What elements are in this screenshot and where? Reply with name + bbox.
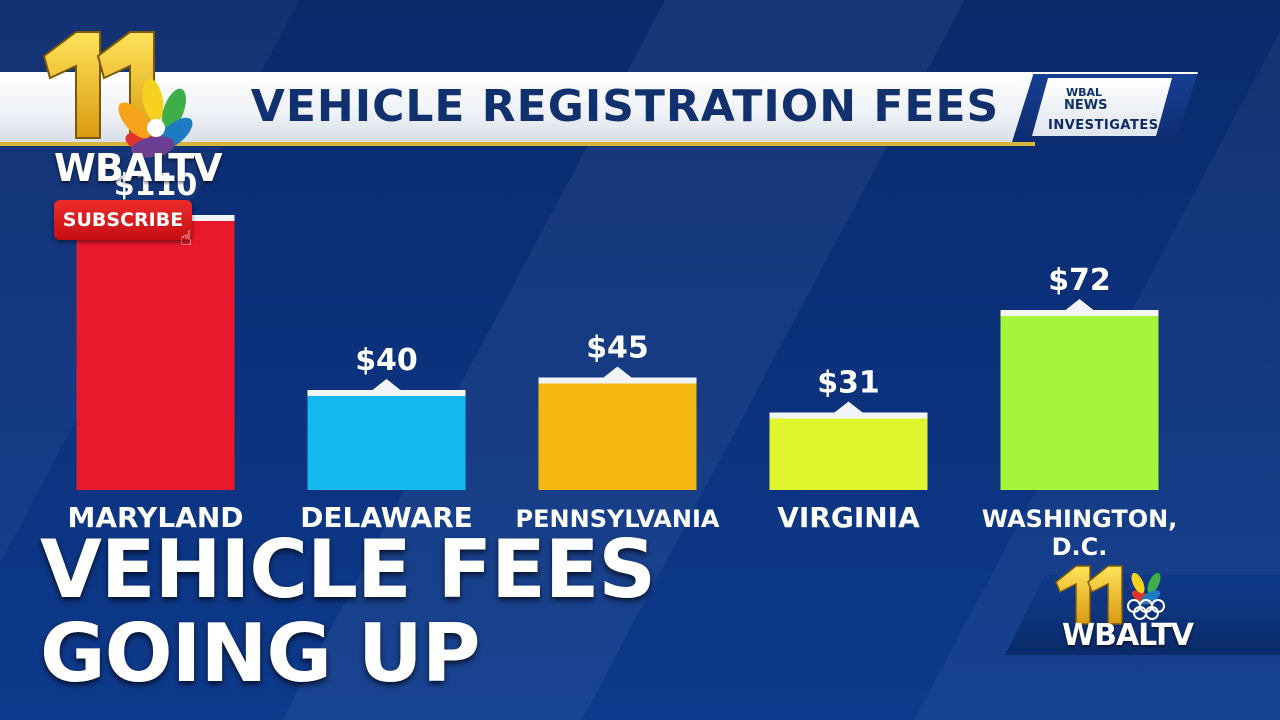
category-label: WASHINGTON, [982,505,1178,533]
category-label: VIRGINIA [777,501,920,534]
investigates-badge-panel [1032,78,1172,136]
bar [76,215,235,490]
headline-line-2: GOING UP [40,607,481,700]
bar-pointer [1065,299,1094,310]
bar-value-label: $45 [586,331,649,366]
bar-value-label: $40 [355,343,418,378]
bar-pointer [603,366,632,378]
bar-value-label: $110 [114,168,198,203]
olympic-rings-icon [1127,599,1165,620]
bar-pointer [834,401,863,413]
category-label: DELAWARE [300,501,473,534]
bar-group: $40 DELAWARE [300,343,473,534]
wbal-11-logo [42,31,193,158]
bar [769,412,928,490]
bar-cap [769,412,928,419]
bar-cap [538,377,697,384]
category-label: MARYLAND [67,501,243,534]
peacock-icon [118,78,193,158]
headline: VEHICLE FEES GOING UP [40,523,656,700]
bar-group: $72 WASHINGTON,D.C. [982,263,1178,561]
bar-value-label: $31 [817,366,880,401]
category-label: D.C. [1052,533,1108,561]
bar-group: $31 VIRGINIA [769,366,928,534]
bar [307,390,466,490]
bar-value-label: $72 [1048,263,1111,298]
investigates-news-text: NEWS [1064,98,1108,113]
wbal-logo-text-bottom: WBALTV [1062,618,1194,653]
bar-group: $110 MARYLAND [67,168,243,534]
bar-cap [1000,310,1159,316]
headline-line-1: VEHICLE FEES [40,523,656,616]
category-label: PENNSYLVANIA [516,505,720,533]
bar-group: $45 PENNSYLVANIA [516,331,720,534]
investigates-wbal-text: WBAL [1066,86,1103,99]
bar [538,377,697,490]
pointer-hand-icon: ☝ [180,226,193,250]
wbal-logo-text: WBALTV [54,146,223,190]
bar-pointer [372,379,401,390]
chart-title: VEHICLE REGISTRATION FEES [250,81,1000,132]
wbal-11-olympics-logo [1055,565,1165,625]
subscribe-button[interactable]: SUBSCRIBE [54,200,192,240]
bar-cap [307,390,466,396]
peacock-icon [1131,572,1161,605]
bar [1000,310,1159,490]
investigates-label: INVESTIGATES [1048,118,1159,133]
